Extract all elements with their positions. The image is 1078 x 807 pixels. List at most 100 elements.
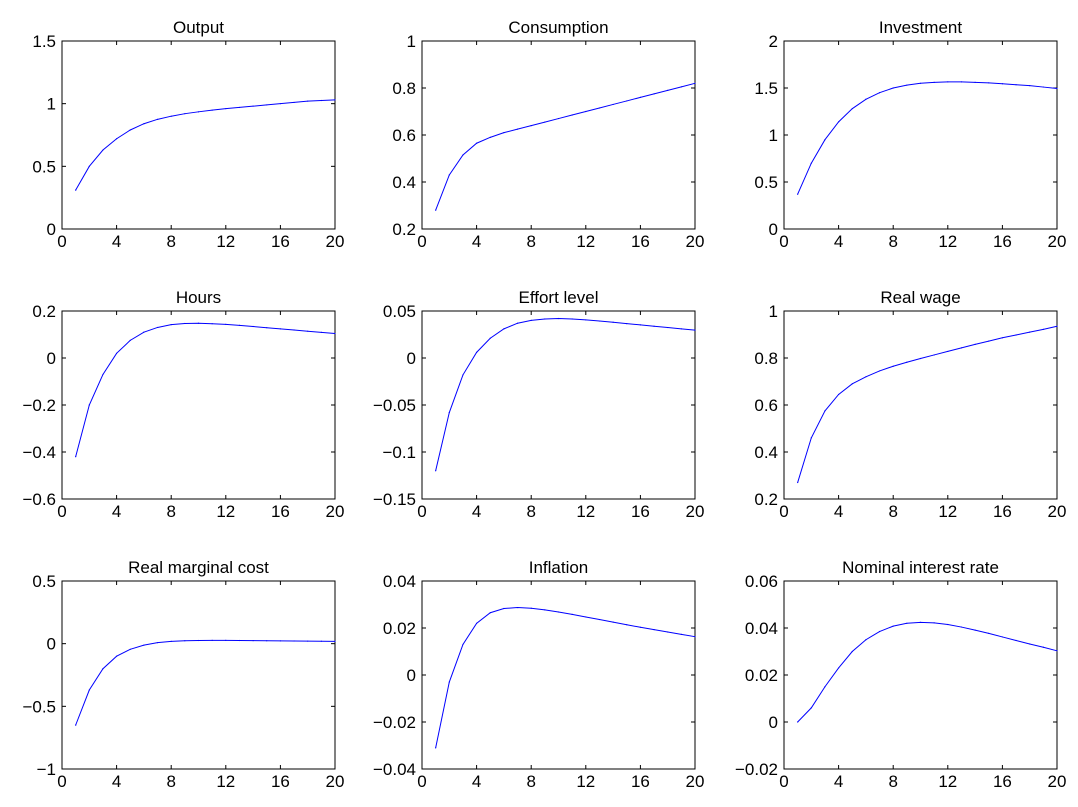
data-point [810, 437, 812, 439]
data-point [851, 383, 853, 385]
x-tick-label: 8 [166, 502, 175, 521]
x-tick-label: 16 [631, 772, 650, 791]
data-point [974, 343, 976, 345]
data-point [435, 747, 437, 749]
x-tick-label: 0 [417, 502, 426, 521]
data-point [320, 99, 322, 102]
x-tick-label: 16 [271, 232, 290, 251]
series-line [435, 607, 696, 748]
data-point [143, 644, 145, 646]
data-point [143, 123, 145, 125]
data-point [184, 113, 186, 115]
data-point [933, 622, 935, 624]
series-line [435, 82, 696, 211]
data-point [238, 106, 241, 109]
y-tick-label: −0.4 [22, 443, 56, 462]
data-point [1015, 84, 1017, 86]
data-point [116, 352, 118, 354]
subplot-7: Real marginal cost 0 4 8 12 16 20 −1 −0.5 0 0.5 [22, 558, 344, 791]
y-tick-label: 0.05 [383, 302, 416, 321]
data-point [156, 642, 159, 644]
data-point [988, 82, 990, 84]
y-tick-label: 0.4 [392, 173, 416, 192]
y-tick-label: 2 [769, 32, 778, 51]
y-tick-label: 1.5 [754, 79, 778, 98]
data-point [88, 165, 90, 167]
data-point [653, 93, 655, 95]
data-point [598, 107, 601, 109]
x-tick-label: 8 [888, 772, 897, 791]
data-point [1001, 83, 1004, 85]
x-tick-label: 12 [216, 772, 235, 791]
data-point [851, 650, 853, 653]
data-point [516, 606, 519, 609]
axes-frame [61, 310, 336, 500]
x-tick-label: 0 [57, 232, 66, 251]
data-point [75, 724, 77, 726]
x-tick-label: 20 [686, 502, 705, 521]
subplot-5: Effort level 0 4 8 12 16 20 −0.15 −0.1 −0.05 0 0.05 [373, 288, 704, 521]
data-point [919, 357, 922, 360]
data-point [334, 332, 336, 335]
x-tick-label: 20 [326, 772, 345, 791]
data-point [960, 626, 963, 628]
series-line [75, 639, 336, 726]
x-tick-label: 0 [779, 772, 788, 791]
x-tick-label: 4 [112, 232, 121, 251]
data-point [933, 81, 935, 83]
x-tick-label: 20 [326, 232, 345, 251]
x-tick-label: 16 [631, 232, 650, 251]
x-tick-label: 8 [166, 772, 175, 791]
data-point [865, 639, 867, 641]
x-tick-label: 12 [216, 232, 235, 251]
data-point [626, 624, 628, 626]
data-point [947, 623, 949, 626]
data-point [530, 607, 532, 609]
data-point [974, 81, 976, 83]
data-point [211, 109, 213, 111]
y-tick-label: −1 [37, 760, 56, 779]
axes-frame [783, 580, 1058, 770]
data-point [1015, 334, 1017, 336]
data-point [667, 89, 669, 91]
x-tick-label: 12 [938, 772, 957, 791]
series-line [75, 322, 336, 457]
data-point [598, 618, 601, 621]
x-tick-label: 16 [993, 772, 1012, 791]
data-point [653, 629, 655, 631]
axes-frame [783, 40, 1058, 230]
data-point [102, 149, 104, 151]
data-point [838, 121, 840, 123]
y-tick-label: 0 [407, 666, 416, 685]
chart-title: Nominal interest rate [842, 558, 999, 577]
x-tick-label: 4 [472, 772, 481, 791]
y-tick-label: −0.05 [373, 396, 416, 415]
data-point [320, 640, 322, 642]
data-point [639, 324, 642, 326]
data-point [211, 323, 213, 325]
data-point [320, 331, 322, 333]
subplot-1: Output 0 4 8 12 16 20 0 0.5 1 1.5 [32, 18, 344, 251]
data-point [557, 117, 560, 120]
data-point [653, 325, 655, 327]
data-point [1001, 636, 1004, 638]
data-point [851, 108, 853, 110]
y-tick-label: 0 [47, 220, 56, 239]
data-point [838, 393, 840, 396]
data-point [878, 92, 881, 94]
data-point [1042, 86, 1044, 88]
axes-frame [421, 580, 696, 770]
x-tick-label: 4 [112, 502, 121, 521]
data-point [878, 370, 881, 372]
data-point [503, 132, 505, 134]
subplot-8: Inflation 0 4 8 12 16 20 −0.04 −0.02 0 0.02 0.04 [373, 558, 704, 791]
data-point [612, 103, 614, 106]
y-tick-label: 0.04 [383, 572, 416, 591]
data-point [225, 323, 227, 325]
y-tick-label: 0.6 [754, 396, 778, 415]
chart-title: Hours [176, 288, 221, 307]
data-point [639, 96, 642, 98]
x-tick-label: 8 [526, 772, 535, 791]
y-tick-label: 0.4 [754, 443, 778, 462]
y-tick-label: −0.2 [22, 396, 56, 415]
